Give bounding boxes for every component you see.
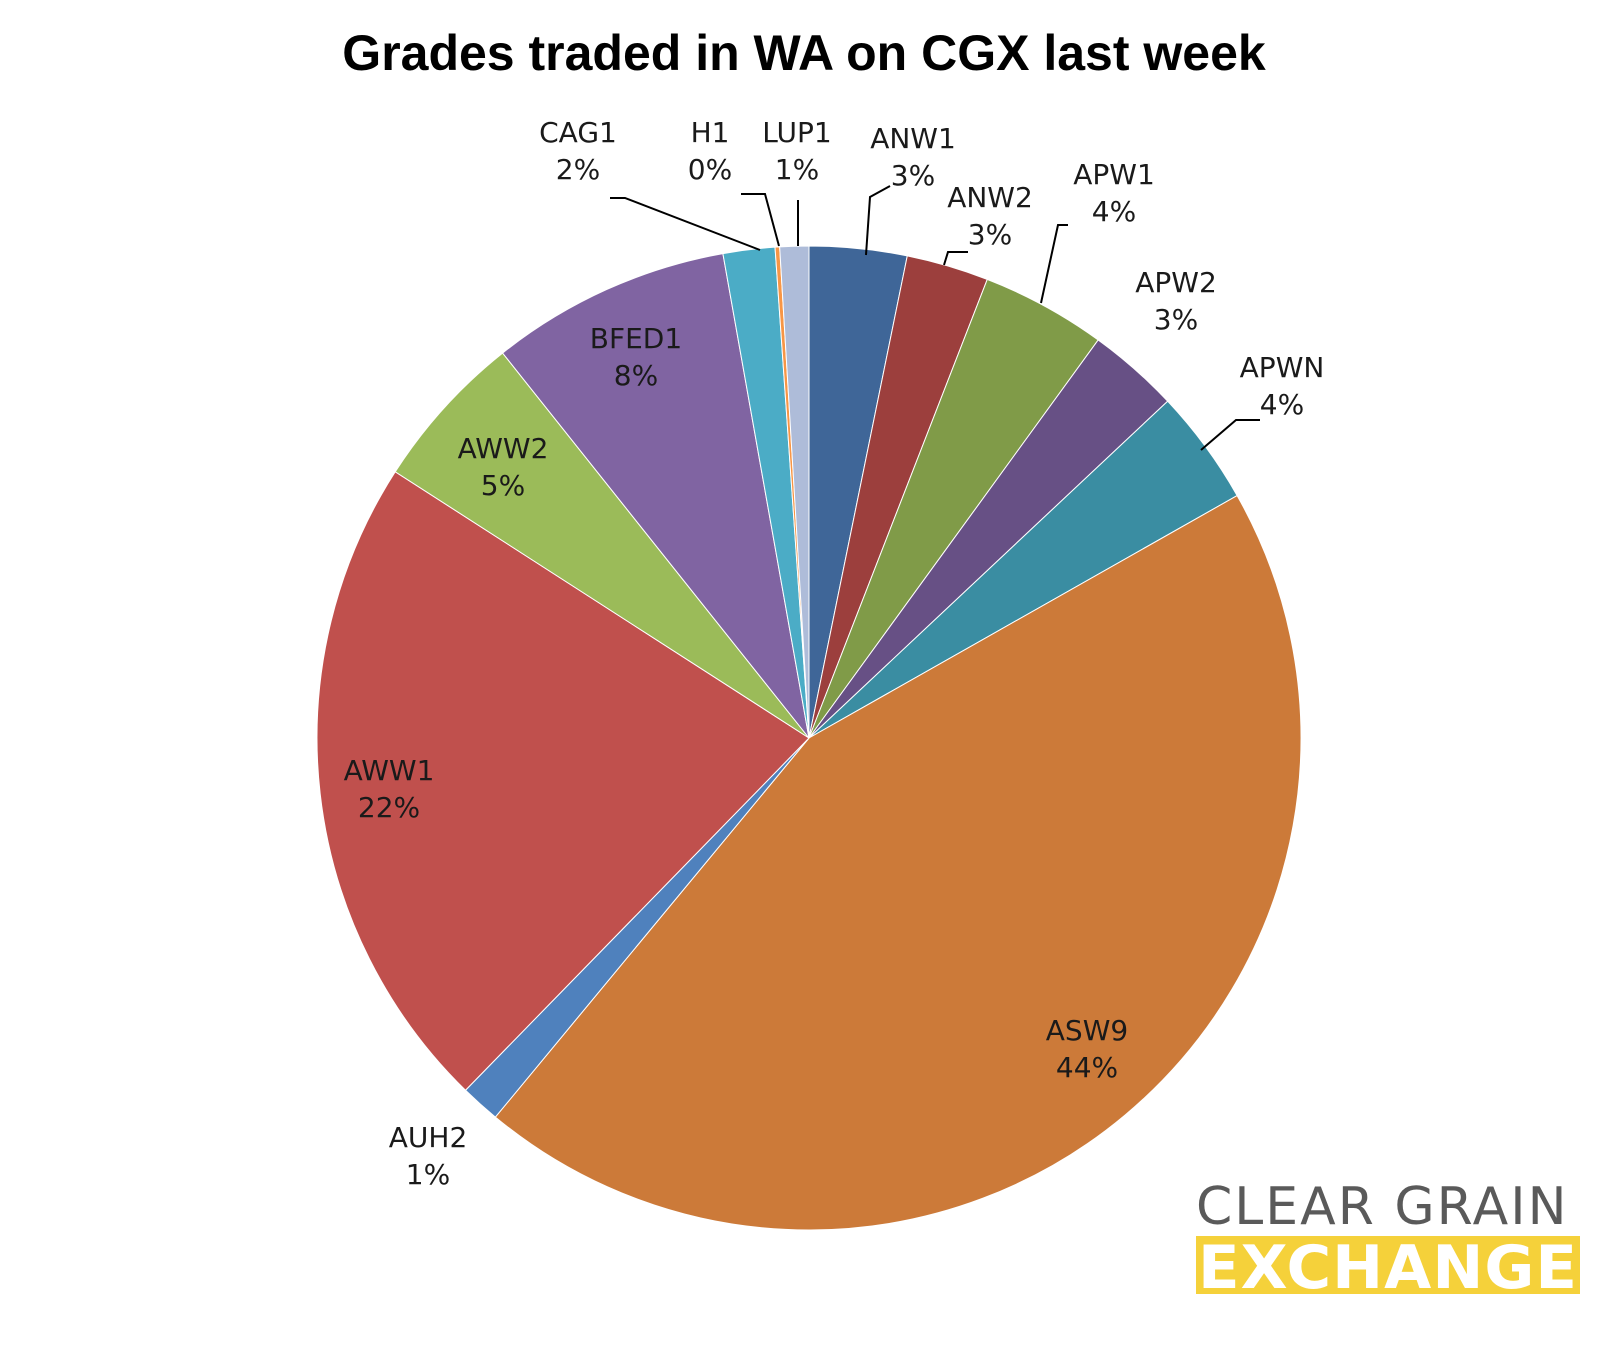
slice-label-name-anw2: ANW2 — [947, 181, 1033, 214]
slice-label-name-apwn: APWN — [1240, 351, 1325, 384]
pie-slice-asw9 — [494, 494, 1302, 1231]
slice-label-percent-aww2: 5% — [481, 469, 525, 502]
slice-label-name-apw2: APW2 — [1135, 266, 1217, 299]
pie-slice-lup1 — [779, 245, 810, 739]
slice-label-name-apw1: APW1 — [1073, 158, 1155, 191]
slice-labels: ANW1 3% ANW2 3% APW1 4% APW2 3% APWN 4% ASW9 44% AUH… — [344, 116, 1325, 1191]
slice-label-name-aww1: AWW1 — [344, 754, 435, 787]
pie-slice-aww2 — [394, 352, 810, 739]
slice-label-percent-aww1: 22% — [358, 791, 420, 824]
leader-lines — [610, 185, 1260, 451]
slice-label-percent-cag1: 2% — [556, 153, 600, 186]
slice-label-percent-apwn: 4% — [1260, 388, 1304, 421]
logo-accent-band — [1196, 1236, 1580, 1294]
slice-label-name-cag1: CAG1 — [539, 116, 617, 149]
leader-line-apwn — [1200, 419, 1260, 451]
logo: CLEAR GRAIN EXCHANGE — [1196, 1177, 1580, 1303]
leader-line-cag1 — [610, 197, 761, 251]
pie-slices — [316, 245, 1302, 1231]
leader-line-apw1 — [1040, 224, 1068, 304]
slice-label-percent-anw1: 3% — [891, 159, 935, 192]
pie-slice-bfed1 — [501, 253, 810, 739]
leader-line-anw1 — [865, 185, 891, 256]
slice-label-percent-auh2: 1% — [406, 1158, 450, 1191]
leader-line-anw2 — [943, 251, 968, 266]
slice-label-name-bfed1: BFED1 — [590, 322, 682, 355]
slice-label-percent-bfed1: 8% — [614, 359, 658, 392]
slice-label-percent-apw2: 3% — [1154, 303, 1198, 336]
logo-line-2: EXCHANGE — [1198, 1233, 1578, 1303]
slice-label-percent-h1: 0% — [688, 153, 732, 186]
slice-label-name-asw9: ASW9 — [1046, 1014, 1128, 1047]
slice-label-name-lup1: LUP1 — [762, 116, 831, 149]
slice-label-name-auh2: AUH2 — [389, 1121, 468, 1154]
slice-label-name-h1: H1 — [691, 116, 730, 149]
leader-line-h1 — [741, 193, 780, 247]
slice-label-percent-lup1: 1% — [775, 153, 819, 186]
slice-label-percent-apw1: 4% — [1092, 195, 1136, 228]
pie-slice-aww1 — [316, 471, 810, 1091]
slice-label-percent-anw2: 3% — [968, 218, 1012, 251]
chart-title: Grades traded in WA on CGX last week — [342, 25, 1266, 81]
slice-label-percent-asw9: 44% — [1056, 1051, 1118, 1084]
slice-label-name-anw1: ANW1 — [870, 122, 956, 155]
slice-label-name-aww2: AWW2 — [458, 432, 549, 465]
logo-line-1: CLEAR GRAIN — [1196, 1177, 1569, 1237]
